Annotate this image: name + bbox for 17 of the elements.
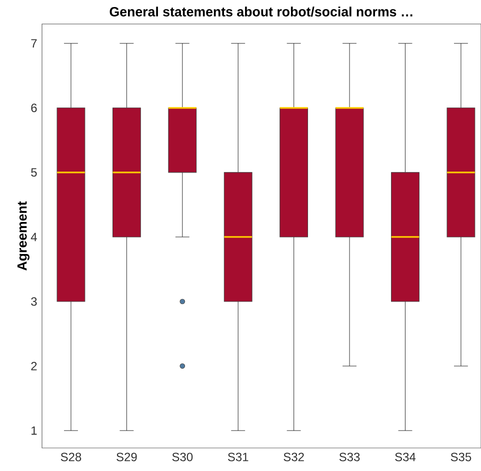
y-tick-label: 4 [30,232,37,242]
x-tick-label: S34 [395,452,416,462]
y-tick-label: 6 [31,104,37,112]
x-tick-label: S29 [116,452,137,462]
x-tick-label: S35 [450,452,472,462]
x-tick-label: S32 [284,452,304,462]
y-tick-label: 2 [31,362,37,370]
x-tick-label: S28 [60,452,82,462]
y-tick-label: 1 [32,426,37,435]
x-tick-label: S31 [228,452,248,462]
chart-title: General statements about robot/social norms … [110,6,412,17]
x-tick-label: S33 [339,452,360,462]
x-tick-label: S30 [172,452,193,462]
y-tick-label: 7 [31,39,37,48]
y-tick-label: 3 [31,297,37,306]
y-tick-label: 5 [31,168,37,177]
y-axis-title: Agreement [17,201,30,270]
